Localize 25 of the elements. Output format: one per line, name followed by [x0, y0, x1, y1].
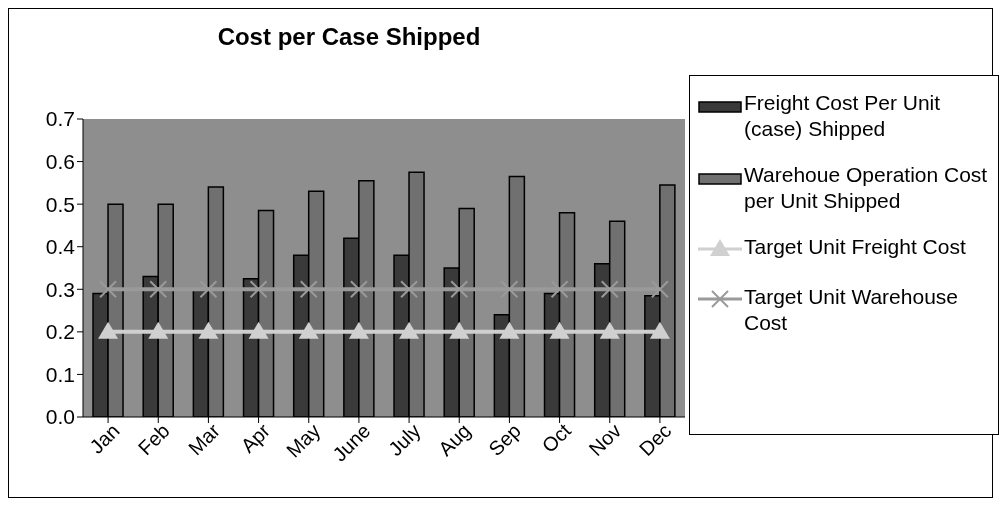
x-tick-label: Aug	[434, 419, 475, 461]
x-tick-label: Dec	[634, 419, 676, 461]
x-tick-label: July	[383, 419, 425, 461]
y-tick-label: 0.0	[45, 405, 75, 429]
x-tick-label: Feb	[133, 419, 174, 460]
y-tick-label: 0.2	[45, 320, 75, 344]
x-tick-label: Mar	[184, 419, 225, 460]
chart-title: Cost per Case Shipped	[216, 23, 482, 51]
y-tick-label: 0.5	[45, 192, 75, 216]
x-tick-label: Oct	[537, 419, 576, 457]
x-tick-label: Apr	[236, 419, 275, 457]
x-tick-label: May	[282, 419, 325, 462]
x-tick-label: Jan	[85, 419, 124, 458]
legend-label: Warehoue Operation Cost per Unit Shipped	[744, 162, 989, 214]
y-tick-label: 0.1	[45, 362, 75, 386]
y-tick-label: 0.6	[45, 150, 75, 174]
legend-label: Target Unit Warehouse Cost	[744, 284, 959, 336]
legend-label: Target Unit Freight Cost	[744, 234, 966, 260]
x-tick-label: Sep	[484, 419, 525, 461]
y-tick-label: 0.7	[45, 107, 75, 131]
legend-label: Freight Cost Per Unit (case) Shipped	[744, 90, 942, 142]
x-tick-label: Nov	[584, 419, 626, 461]
y-tick-label: 0.4	[45, 235, 76, 259]
y-tick-label: 0.3	[45, 277, 75, 301]
x-tick-label: June	[328, 419, 375, 466]
